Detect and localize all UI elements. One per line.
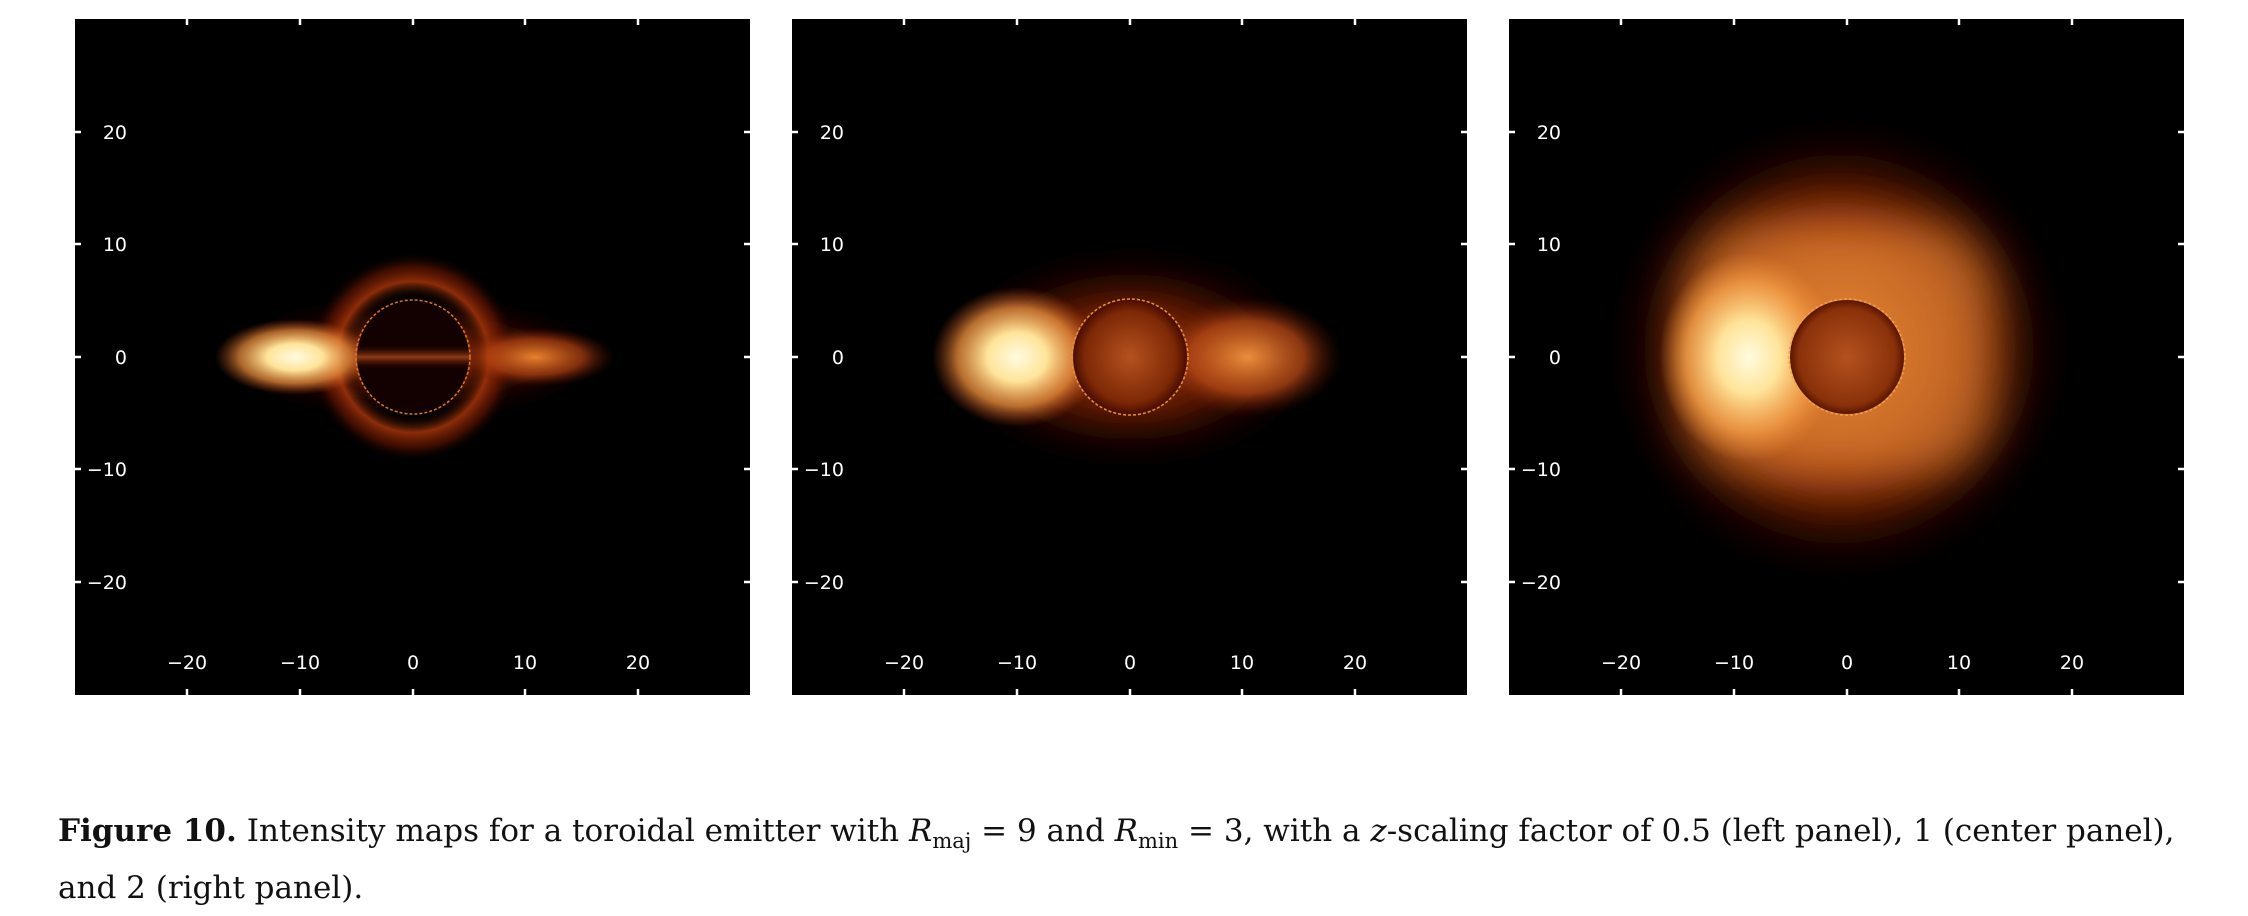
z-symbol: z — [1370, 813, 1387, 849]
r-minor-subscript: min — [1138, 829, 1179, 854]
heatmap-center: −20 −10 0 10 20 20 10 0 −10 −20 — [792, 19, 1467, 695]
approaching-side-hotspot — [1659, 252, 1839, 462]
heatmap-left: −20 −10 0 10 20 20 10 0 −10 −20 — [75, 19, 750, 695]
y-tick-label: −10 — [87, 459, 127, 481]
figure-caption: Figure 10. Intensity maps for a toroidal … — [58, 808, 2208, 912]
approaching-side-hotspot — [215, 319, 375, 395]
x-tick-label: 0 — [1124, 652, 1136, 674]
x-tick-label: 10 — [1230, 652, 1254, 674]
shadow-foreground-band — [357, 345, 469, 369]
r-minor-symbol: R — [1114, 813, 1139, 849]
y-tick-label: −20 — [1521, 572, 1561, 594]
ticks — [75, 19, 750, 695]
y-tick-label: 10 — [820, 234, 844, 256]
black-hole-shadow — [1073, 300, 1187, 414]
panel-center: −20 −10 0 10 20 20 10 0 −10 −20 — [792, 19, 1467, 695]
x-tick-label: −10 — [1714, 652, 1754, 674]
ticks — [792, 19, 1467, 695]
figure-label: Figure 10. — [58, 813, 237, 849]
y-tick-label: 10 — [103, 234, 127, 256]
y-tick-label: 20 — [1537, 122, 1561, 144]
shadow-edge-ring — [1788, 298, 1906, 416]
y-tick-label: −20 — [87, 572, 127, 594]
y-tick-label: 20 — [103, 122, 127, 144]
panel-left: −20 −10 0 10 20 20 10 0 −10 −20 — [75, 19, 750, 695]
x-tick-label: 0 — [407, 652, 419, 674]
caption-text: -scaling factor of 0.5 (left panel), 1 (… — [58, 813, 2175, 907]
shadow-edge-ring — [355, 299, 471, 415]
shadow-edge-ring — [1071, 298, 1189, 416]
x-tick-label: 20 — [626, 652, 650, 674]
x-tick-label: 20 — [1343, 652, 1367, 674]
r-major-symbol: R — [908, 813, 933, 849]
y-tick-label: −10 — [1521, 459, 1561, 481]
caption-text: = 9 and — [971, 813, 1115, 849]
x-tick-label: −10 — [997, 652, 1037, 674]
x-tick-label: 20 — [2060, 652, 2084, 674]
x-tick-label: −20 — [884, 652, 924, 674]
heatmap-right: −20 −10 0 10 20 20 10 0 −10 −20 — [1509, 19, 2184, 695]
caption-text: Intensity maps for a toroidal emitter wi… — [246, 813, 909, 849]
x-tick-label: −20 — [167, 652, 207, 674]
x-tick-label: 10 — [513, 652, 537, 674]
caption-text: = 3, with a — [1178, 813, 1371, 849]
ticks — [1509, 19, 2184, 695]
x-tick-label: 10 — [1947, 652, 1971, 674]
y-tick-label: 10 — [1537, 234, 1561, 256]
r-major-subscript: maj — [932, 829, 972, 854]
y-tick-label: 0 — [832, 347, 844, 369]
x-tick-label: −10 — [280, 652, 320, 674]
receding-side-emission — [1152, 297, 1342, 417]
x-tick-label: 0 — [1841, 652, 1853, 674]
black-hole-shadow — [1790, 300, 1904, 414]
panel-right: −20 −10 0 10 20 20 10 0 −10 −20 — [1509, 19, 2184, 695]
approaching-side-hotspot — [932, 287, 1102, 427]
y-tick-label: 20 — [820, 122, 844, 144]
receding-side-emission — [455, 327, 615, 387]
y-tick-label: 0 — [1549, 347, 1561, 369]
y-tick-label: −20 — [804, 572, 844, 594]
y-tick-label: 0 — [115, 347, 127, 369]
x-tick-label: −20 — [1601, 652, 1641, 674]
y-tick-label: −10 — [804, 459, 844, 481]
